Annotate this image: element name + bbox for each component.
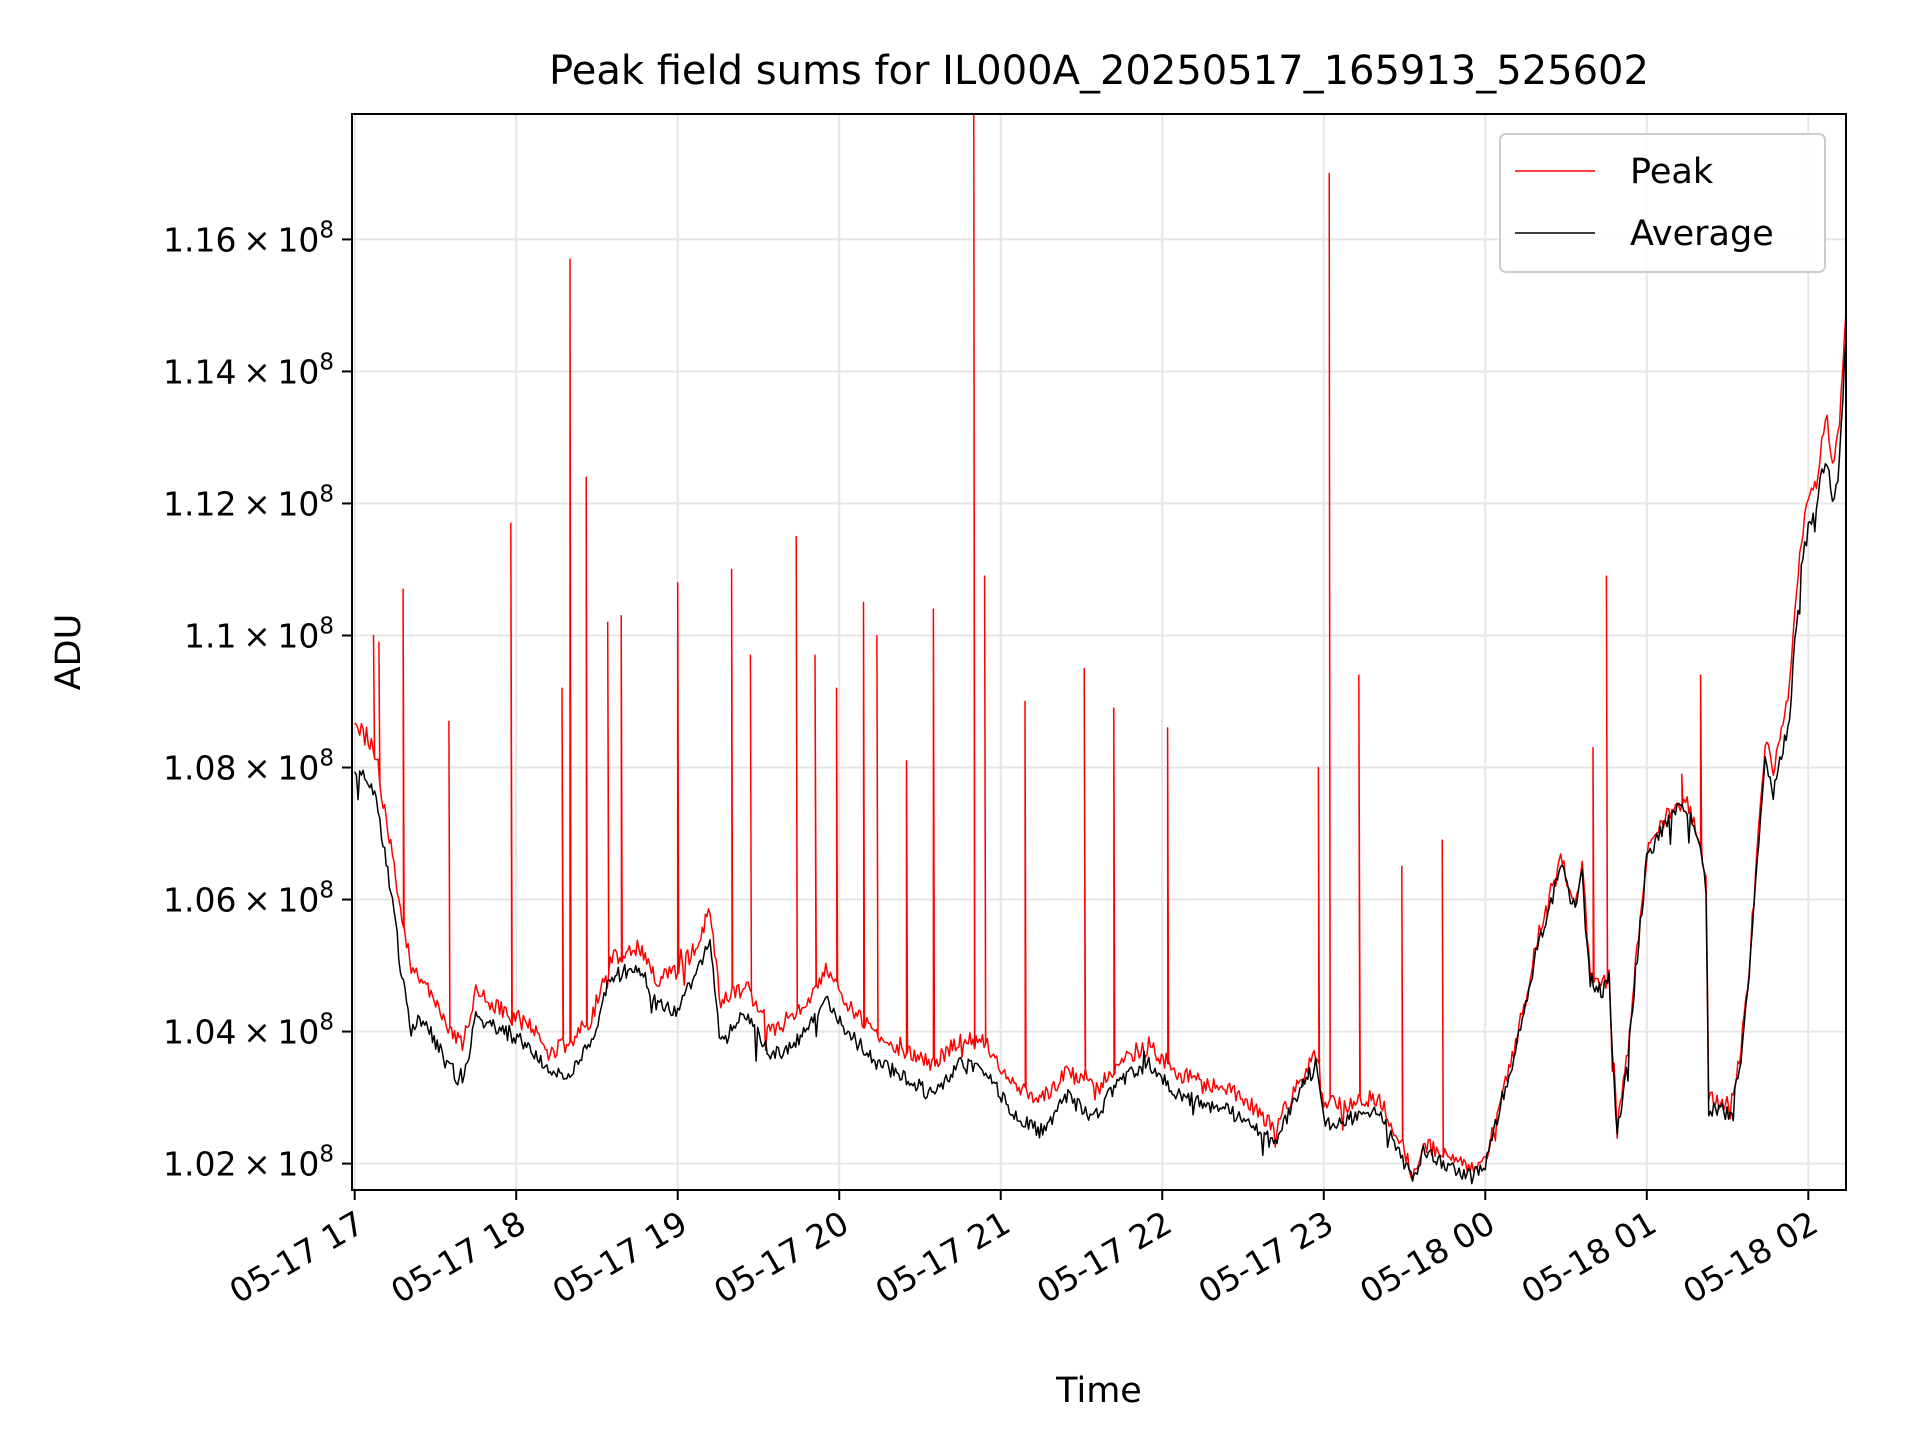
- legend-label-average: Average: [1630, 214, 1774, 254]
- y-tick-label: 1.14 × 108: [163, 349, 334, 391]
- y-tick-label: 1.02 × 108: [163, 1142, 334, 1184]
- grid-lines: [352, 114, 1846, 1190]
- y-tick-label: 1.16 × 108: [163, 217, 334, 259]
- y-axis-label: ADU: [49, 614, 89, 691]
- legend-label-peak: Peak: [1630, 152, 1714, 192]
- y-axis: 1.02 × 108 1.04 × 108 1.06 × 108 1.08 × 108…: [163, 217, 352, 1184]
- legend: Peak Average: [1499, 133, 1826, 273]
- series-layer: [354, 114, 1846, 1185]
- y-tick-label: 1.06 × 108: [163, 878, 334, 920]
- y-tick-label: 1.04 × 108: [163, 1010, 334, 1052]
- x-axis-label: Time: [1055, 1371, 1142, 1411]
- chart-title: Peak field sums for IL000A_20250517_1659…: [549, 48, 1649, 94]
- legend-box: [1499, 133, 1826, 273]
- series-line-average: [354, 338, 1846, 1185]
- plot-frame: [351, 113, 1847, 1191]
- y-tick-label: 1.12 × 108: [163, 481, 334, 523]
- y-tick-label: 1.08 × 108: [163, 746, 334, 788]
- y-tick-label: 1.1 × 108: [184, 613, 334, 655]
- series-line-peak: [354, 114, 1846, 1182]
